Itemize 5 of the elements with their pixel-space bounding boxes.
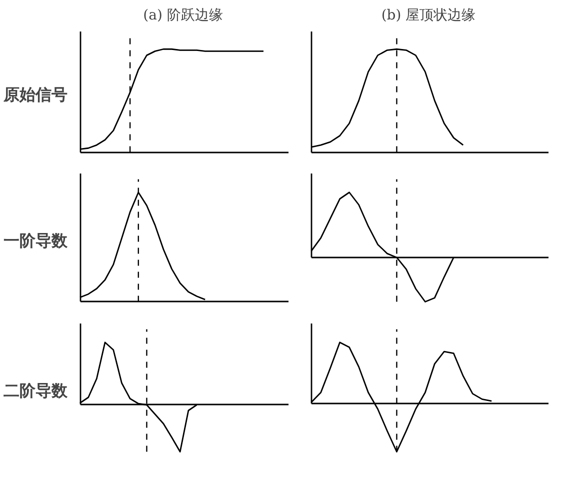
y-axis-title: 原始信号 [2, 85, 68, 104]
y-axis-title: 二阶导数 [4, 381, 68, 400]
y-axis-title: 一阶导数 [4, 231, 68, 250]
chart-title: (b) 屋顶状边缘 [381, 8, 476, 24]
chart-title: (a) 阶跃边缘 [143, 8, 223, 24]
